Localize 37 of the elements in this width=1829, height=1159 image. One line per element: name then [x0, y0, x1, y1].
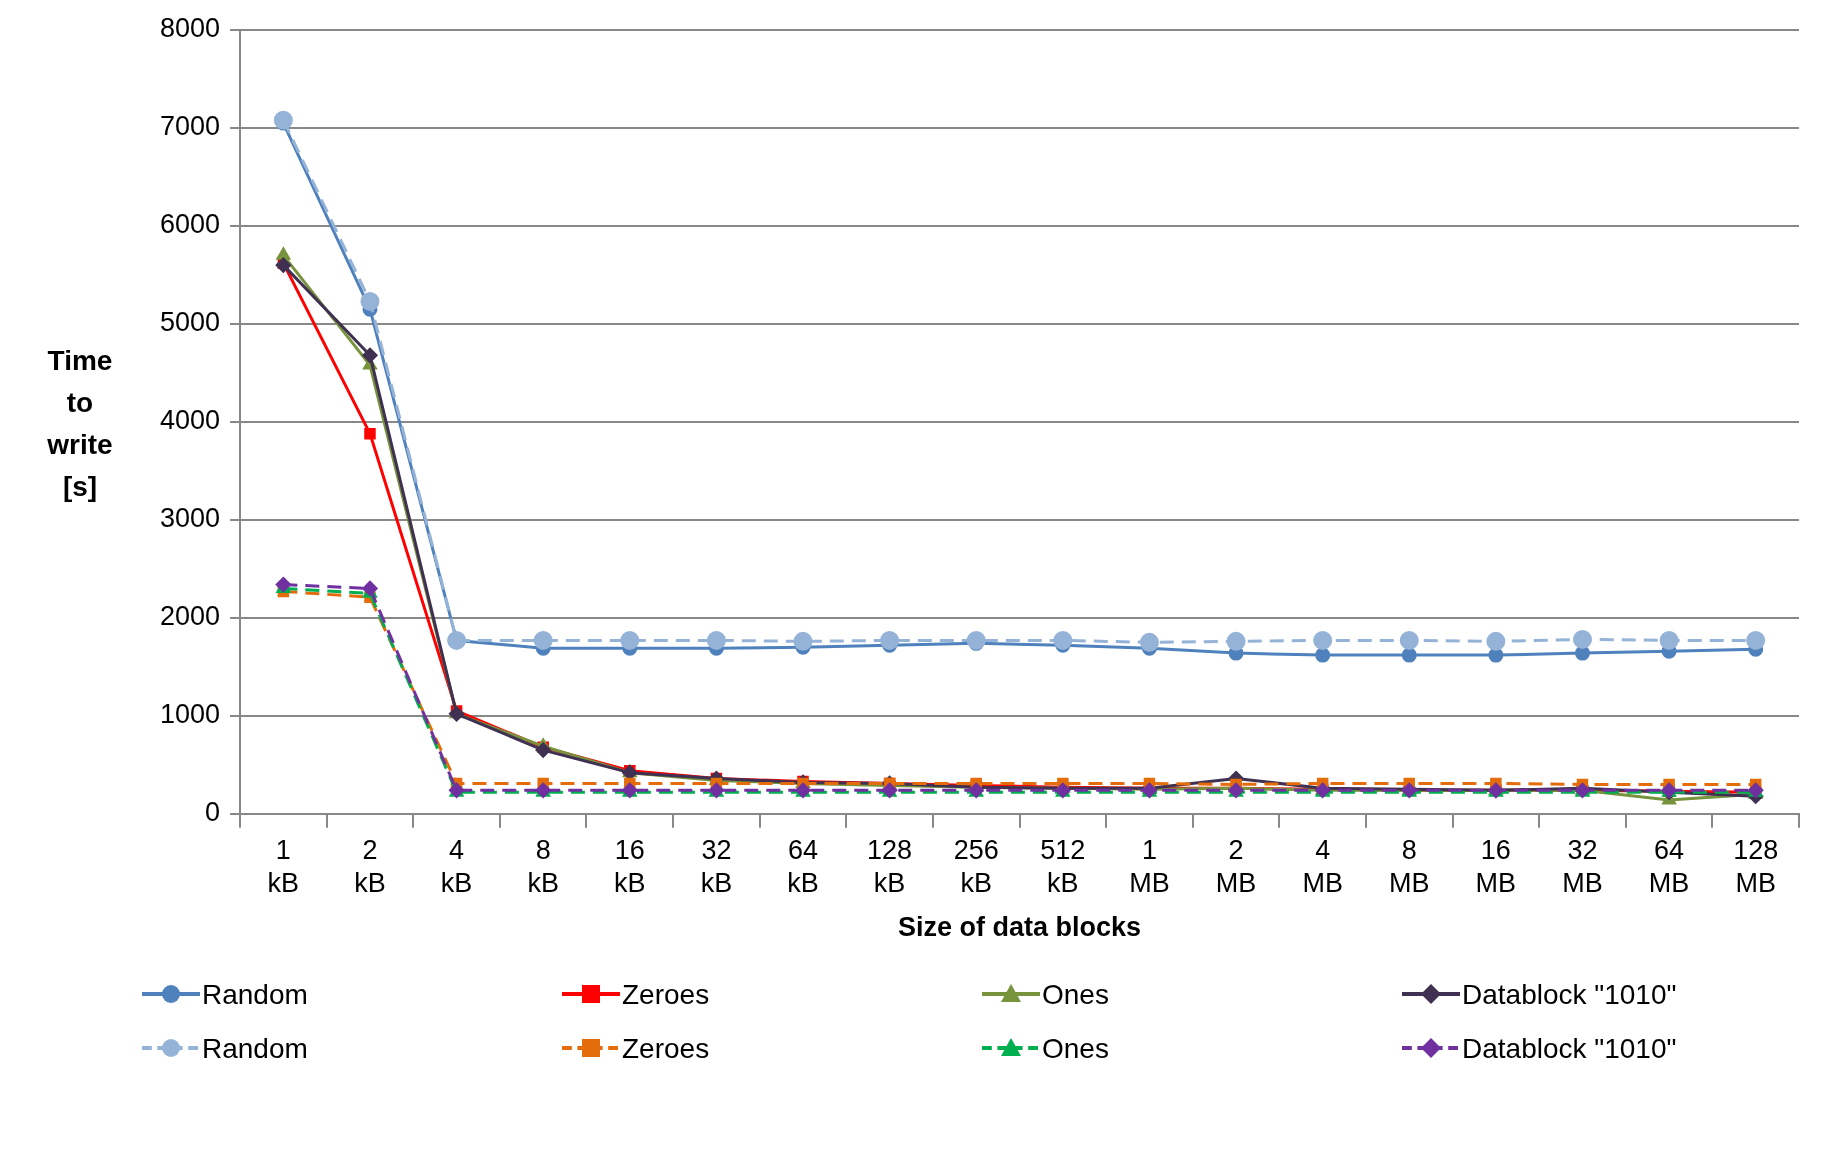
- legend-label: Datablock "1010": [1462, 1032, 1678, 1066]
- y-tick-label: 0: [205, 797, 221, 828]
- x-tick-label: 128 MB: [1733, 835, 1779, 898]
- y-tick-label: 3000: [159, 503, 221, 534]
- y-tick-label: 6000: [159, 209, 221, 240]
- x-tick-label: 128 kB: [867, 835, 913, 898]
- x-tick-label: 4 MB: [1302, 835, 1343, 898]
- x-tick-label: 256 kB: [953, 835, 999, 898]
- y-tick-label: 8000: [159, 13, 221, 44]
- legend-label: Zeroes: [622, 1032, 711, 1066]
- x-tick-label: 1 kB: [267, 835, 300, 898]
- x-tick-label: 2 kB: [354, 835, 386, 898]
- x-tick-label: 64 MB: [1648, 835, 1690, 898]
- legend-label: Zeroes: [622, 978, 711, 1012]
- x-tick-label: 512 kB: [1040, 835, 1086, 898]
- legend-label: Datablock "1010": [1462, 978, 1678, 1012]
- x-axis-title: Size of data blocks: [897, 912, 1142, 943]
- x-tick-label: 8 kB: [527, 835, 559, 898]
- legend-label: Ones: [1042, 978, 1110, 1012]
- x-tick-label: 16 kB: [614, 835, 646, 898]
- x-tick-label: 2 MB: [1215, 835, 1257, 898]
- legend-label: Ones: [1042, 1032, 1110, 1066]
- x-tick-label: 16 MB: [1475, 835, 1517, 898]
- x-tick-label: 1 MB: [1129, 835, 1170, 898]
- y-tick-label: 4000: [159, 405, 221, 436]
- x-tick-label: 8 MB: [1389, 835, 1430, 898]
- x-tick-label: 32 kB: [700, 835, 733, 898]
- legend-label: Random: [202, 978, 309, 1012]
- x-tick-label: 64 kB: [787, 835, 819, 898]
- legend-label: Random: [202, 1032, 309, 1066]
- y-tick-label: 5000: [159, 307, 221, 338]
- x-tick-label: 32 MB: [1562, 835, 1603, 898]
- y-tick-label: 7000: [159, 111, 221, 142]
- y-axis-title: Time to write [s]: [46, 344, 114, 504]
- y-tick-label: 2000: [159, 601, 221, 632]
- x-tick-label: 4 kB: [440, 835, 473, 898]
- y-tick-label: 1000: [159, 699, 221, 730]
